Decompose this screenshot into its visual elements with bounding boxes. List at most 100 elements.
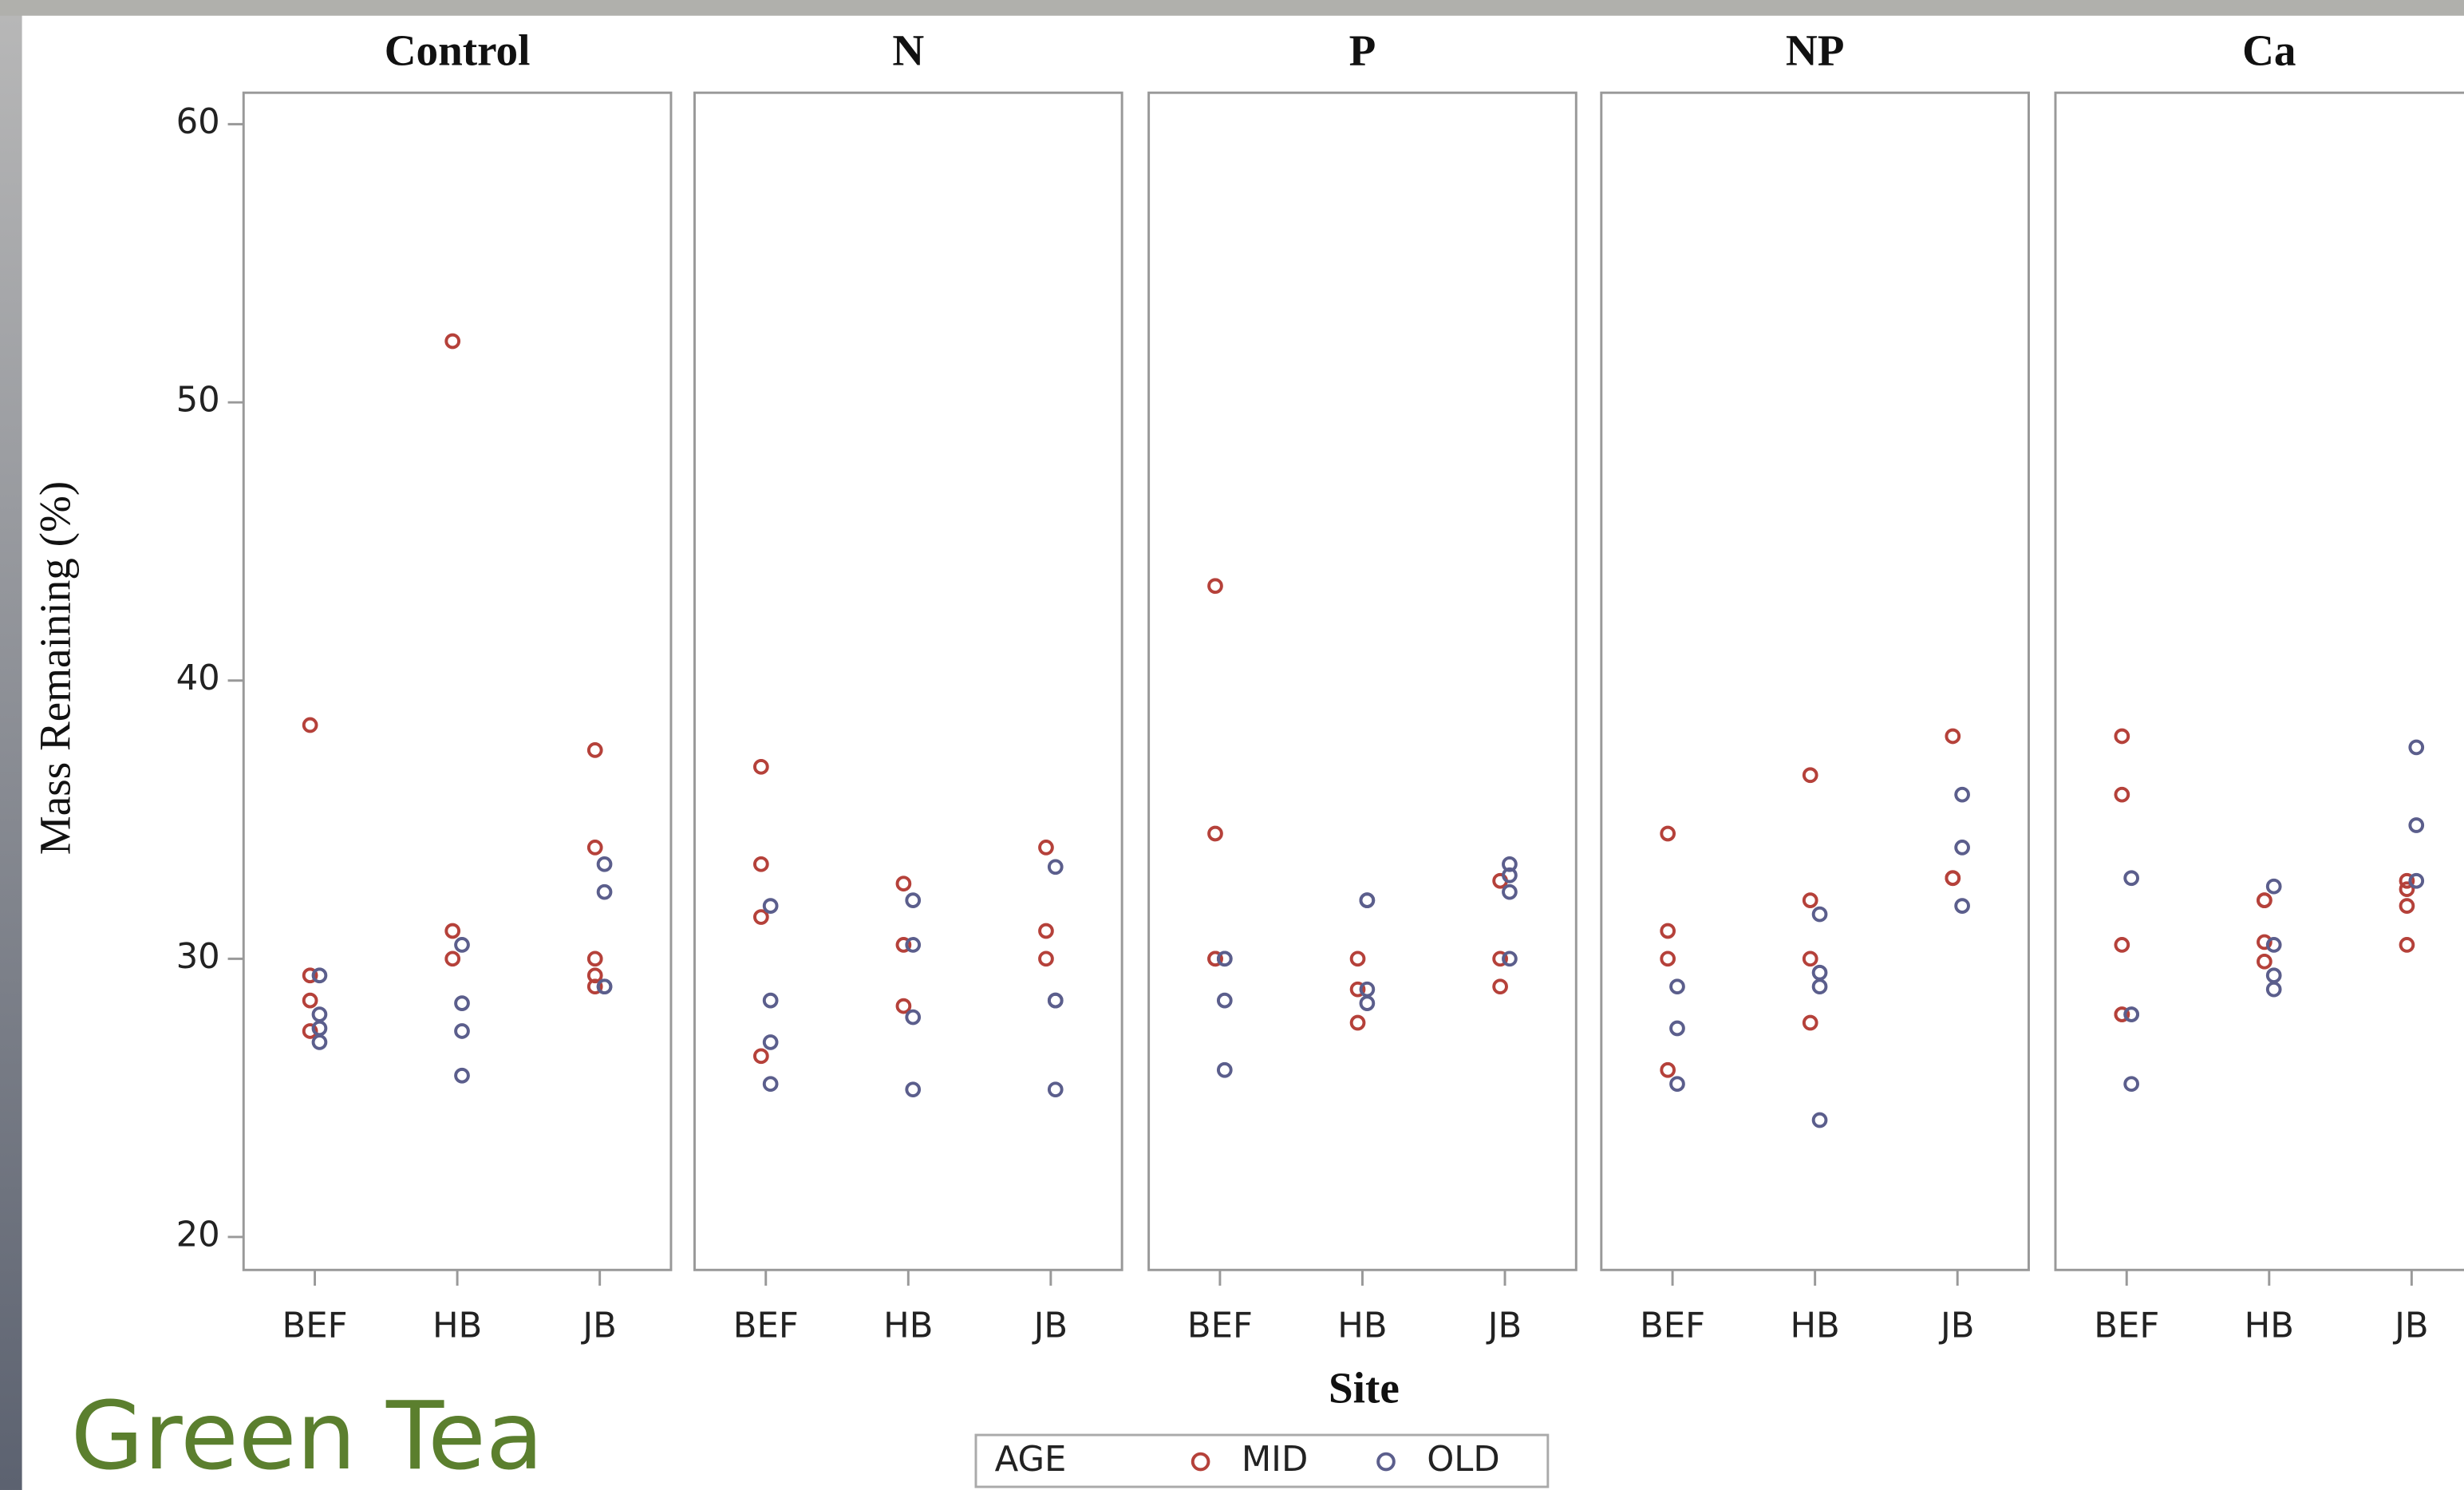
data-point [905, 892, 922, 908]
data-point [302, 1023, 318, 1039]
legend-marker [1376, 1452, 1396, 1472]
data-point [2399, 898, 2415, 914]
data-point [1802, 892, 1818, 908]
data-point [2408, 817, 2425, 833]
data-point [1038, 923, 1054, 939]
data-point [2114, 728, 2130, 745]
data-point [2257, 892, 2272, 908]
data-point [1954, 898, 1970, 914]
data-point [1811, 906, 1828, 923]
y-tick-label: 50 [176, 381, 220, 421]
data-point [2123, 870, 2139, 887]
data-point [302, 717, 318, 733]
x-tick-label: JB [1938, 1306, 1975, 1346]
top-band [0, 0, 2464, 16]
data-point [1660, 825, 1676, 842]
data-point [596, 978, 613, 995]
x-tick-label: JB [2392, 1306, 2429, 1346]
legend-label: OLD [1427, 1440, 1500, 1480]
data-point [586, 978, 603, 995]
y-axis-label: Mass Remaining (%) [30, 481, 79, 855]
legend-label: MID [1242, 1440, 1309, 1480]
data-point [1492, 951, 1508, 967]
data-point [1660, 1061, 1676, 1078]
data-point [2408, 739, 2425, 756]
data-point [586, 742, 603, 758]
data-point [1669, 1020, 1685, 1037]
data-point [762, 1076, 779, 1093]
data-point [1802, 1014, 1818, 1031]
data-point [1216, 992, 1233, 1009]
data-point [905, 1081, 922, 1098]
data-point [1945, 728, 1961, 745]
data-point [1349, 951, 1366, 967]
data-point [2257, 953, 2272, 970]
panel-title: P [1349, 26, 1376, 75]
data-point [895, 998, 912, 1014]
data-point [2123, 1076, 2139, 1093]
data-point [1802, 767, 1818, 784]
data-point [752, 1048, 769, 1065]
data-point [1660, 923, 1676, 939]
data-point [752, 909, 769, 925]
data-point [444, 333, 461, 350]
panel-title: NP [1786, 26, 1844, 75]
y-tick-label: 20 [176, 1215, 220, 1255]
x-tick-label: HB [883, 1306, 933, 1346]
x-tick-label: BEF [1640, 1306, 1705, 1346]
data-point [1669, 1076, 1685, 1093]
y-tick-label: 40 [176, 658, 220, 698]
data-point [2114, 786, 2130, 803]
x-axis-label: Site [1329, 1364, 1400, 1413]
x-tick-label: JB [1486, 1306, 1522, 1346]
data-point [895, 875, 912, 892]
legend-marker [1191, 1452, 1210, 1472]
legend-box [974, 1433, 1550, 1488]
data-point [2257, 934, 2272, 951]
data-point [1047, 859, 1064, 875]
y-tick-label: 30 [176, 937, 220, 977]
x-tick-label: BEF [733, 1306, 799, 1346]
data-point [1502, 867, 1518, 883]
data-point [1660, 951, 1676, 967]
data-point [752, 758, 769, 775]
x-tick-label: HB [1337, 1306, 1387, 1346]
data-point [1811, 1112, 1828, 1128]
data-point [444, 951, 461, 967]
data-point [2265, 937, 2282, 953]
data-point [1038, 951, 1054, 967]
data-point [1945, 870, 1961, 887]
data-point [1216, 1061, 1233, 1078]
data-point [302, 967, 318, 984]
data-point [311, 967, 328, 984]
slide-title: Green Tea [71, 1381, 544, 1490]
x-tick-label: BEF [2094, 1306, 2159, 1346]
data-point [1047, 992, 1064, 1009]
data-point [2123, 1006, 2139, 1022]
data-point [762, 992, 779, 1009]
data-point [454, 1067, 470, 1084]
data-point [302, 992, 318, 1009]
data-point [596, 883, 613, 900]
data-point [905, 1009, 922, 1026]
data-point [1216, 951, 1233, 967]
data-point [1207, 951, 1223, 967]
data-point [1811, 978, 1828, 995]
data-point [1047, 1081, 1064, 1098]
panel-title: Control [385, 26, 531, 75]
data-point [1349, 981, 1366, 998]
data-point [762, 898, 779, 914]
data-point [454, 1023, 470, 1039]
data-point [1954, 786, 1970, 803]
data-point [1359, 892, 1376, 908]
x-tick-label: BEF [1187, 1306, 1253, 1346]
data-point [596, 856, 613, 872]
y-tick-label: 60 [176, 102, 220, 142]
x-tick-label: HB [432, 1306, 482, 1346]
data-point [1502, 951, 1518, 967]
data-point [2114, 1006, 2130, 1022]
x-tick-label: BEF [282, 1306, 348, 1346]
data-point [586, 840, 603, 856]
data-point [895, 937, 912, 953]
